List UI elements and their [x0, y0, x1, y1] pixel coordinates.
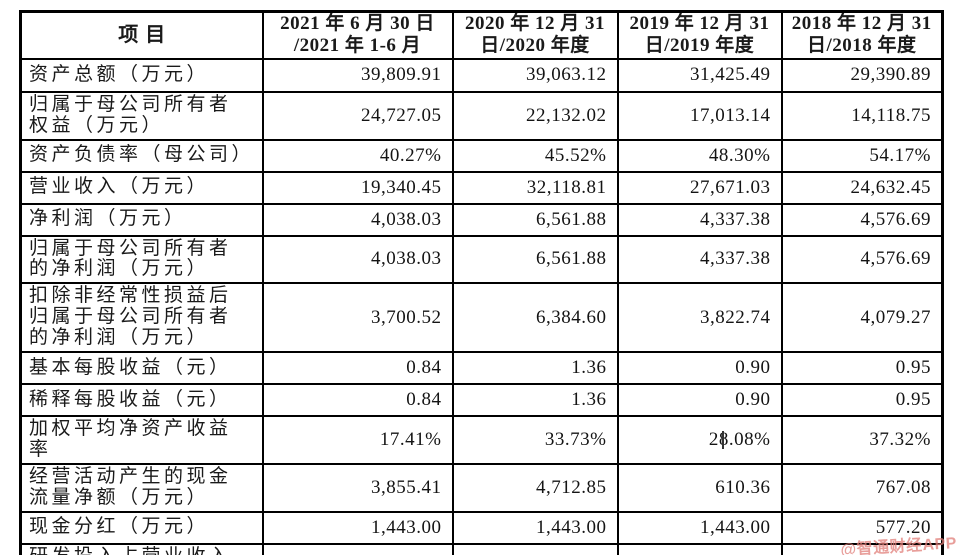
table-cell: 767.08: [780, 462, 944, 513]
table-cell: 3.22%: [616, 542, 783, 555]
table-cell: 37.32%: [780, 415, 944, 465]
table-cell: 28.08%: [616, 415, 783, 465]
table-cell: 3.18%: [451, 542, 619, 555]
table-cell: 48.30%: [616, 138, 783, 173]
table-cell: 40.27%: [261, 138, 454, 173]
table-cell: 24,727.05: [261, 90, 454, 141]
table-cell: 610.36: [616, 462, 783, 513]
table-row-total-assets: 资产总额（万元） 39,809.91 39,063.12 31,425.49 2…: [19, 57, 944, 93]
header-line: 日/2018 年度: [806, 35, 917, 57]
table-cell: 3,700.52: [261, 282, 454, 354]
table-cell: 1,443.00: [451, 510, 619, 545]
table-cell: 0.90: [616, 383, 783, 418]
column-header-2020: 2020 年 12 月 31 日/2020 年度: [451, 10, 619, 60]
cell-value: 28.08%: [708, 428, 771, 450]
table-cell: 0.95: [780, 351, 944, 386]
row-label: 加权平均净资产收益 率: [19, 415, 264, 465]
text-cursor-caret: [722, 430, 724, 449]
table-cell: 19,340.45: [261, 170, 454, 205]
table-cell: 3.02%: [261, 542, 454, 555]
table-cell: 577.20: [780, 510, 944, 545]
table-cell: 6,561.88: [451, 234, 619, 285]
table-row-parent-net-profit: 归属于母公司所有者 的净利润（万元） 4,038.03 6,561.88 4,3…: [19, 234, 944, 285]
row-label: 净利润（万元）: [19, 202, 264, 237]
table-row-operating-cash-flow: 经营活动产生的现金 流量净额（万元） 3,855.41 4,712.85 610…: [19, 462, 944, 513]
header-line: 2020 年 12 月 31: [464, 13, 605, 34]
table-row-basic-eps: 基本每股收益（元） 0.84 1.36 0.90 0.95: [19, 351, 944, 386]
column-header-2019: 2019 年 12 月 31 日/2019 年度: [616, 10, 783, 60]
table-cell: 0.84: [261, 383, 454, 418]
table-header-row: 项目 2021 年 6 月 30 日 /2021 年 1-6 月 2020 年 …: [19, 10, 944, 60]
table-row-deducted-net-profit: 扣除非经常性损益后 归属于母公司所有者 的净利润（万元） 3,700.52 6,…: [19, 282, 944, 354]
row-label: 资产总额（万元）: [19, 57, 264, 93]
table-cell: 17,013.14: [616, 90, 783, 141]
table-cell: 6,561.88: [451, 202, 619, 237]
table-row-diluted-eps: 稀释每股收益（元） 0.84 1.36 0.90 0.95: [19, 383, 944, 418]
table-cell: 4,576.69: [780, 202, 944, 237]
table-cell: 3.60%: [780, 542, 944, 555]
column-header-item: 项目: [19, 10, 264, 60]
financial-summary-table: 项目 2021 年 6 月 30 日 /2021 年 1-6 月 2020 年 …: [19, 10, 944, 555]
row-label: 营业收入（万元）: [19, 170, 264, 205]
table-cell: 1,443.00: [616, 510, 783, 545]
table-row-revenue: 营业收入（万元） 19,340.45 32,118.81 27,671.03 2…: [19, 170, 944, 205]
header-line: 日/2019 年度: [644, 35, 755, 57]
table-cell: 4,038.03: [261, 234, 454, 285]
table-cell: 3,822.74: [616, 282, 783, 354]
table-cell: 4,576.69: [780, 234, 944, 285]
row-label: 经营活动产生的现金 流量净额（万元）: [19, 462, 264, 513]
header-line: /2021 年 1-6 月: [293, 35, 422, 57]
table-row-parent-equity: 归属于母公司所有者 权益（万元） 24,727.05 22,132.02 17,…: [19, 90, 944, 141]
table-cell: 29,390.89: [780, 57, 944, 93]
table-cell: 0.95: [780, 383, 944, 418]
table-cell: 39,063.12: [451, 57, 619, 93]
table-cell: 45.52%: [451, 138, 619, 173]
table-cell: 1.36: [451, 383, 619, 418]
row-label: 基本每股收益（元）: [19, 351, 264, 386]
table-cell: 39,809.91: [261, 57, 454, 93]
row-label: 研发投入占营业收入 的比例: [19, 542, 264, 555]
table-row-debt-ratio: 资产负债率（母公司） 40.27% 45.52% 48.30% 54.17%: [19, 138, 944, 173]
column-header-2021: 2021 年 6 月 30 日 /2021 年 1-6 月: [261, 10, 454, 60]
table-cell: 0.84: [261, 351, 454, 386]
table-cell: 33.73%: [451, 415, 619, 465]
row-label: 归属于母公司所有者 权益（万元）: [19, 90, 264, 141]
table-cell: 4,079.27: [780, 282, 944, 354]
table-cell: 4,337.38: [616, 202, 783, 237]
table-cell: 24,632.45: [780, 170, 944, 205]
row-label: 扣除非经常性损益后 归属于母公司所有者 的净利润（万元）: [19, 282, 264, 354]
table-cell: 32,118.81: [451, 170, 619, 205]
table-cell: 17.41%: [261, 415, 454, 465]
table-cell: 1,443.00: [261, 510, 454, 545]
header-line: 2021 年 6 月 30 日: [280, 13, 435, 34]
row-label: 稀释每股收益（元）: [19, 383, 264, 418]
table-row-rd-ratio: 研发投入占营业收入 的比例 3.02% 3.18% 3.22% 3.60%: [19, 542, 944, 555]
row-label: 归属于母公司所有者 的净利润（万元）: [19, 234, 264, 285]
table-cell: 31,425.49: [616, 57, 783, 93]
table-cell: 6,384.60: [451, 282, 619, 354]
table-cell: 14,118.75: [780, 90, 944, 141]
table-row-weighted-roe: 加权平均净资产收益 率 17.41% 33.73% 28.08% 37.32%: [19, 415, 944, 465]
table-cell: 22,132.02: [451, 90, 619, 141]
table-cell: 54.17%: [780, 138, 944, 173]
table-cell: 4,712.85: [451, 462, 619, 513]
table-row-cash-dividend: 现金分红（万元） 1,443.00 1,443.00 1,443.00 577.…: [19, 510, 944, 545]
table-cell: 27,671.03: [616, 170, 783, 205]
header-line: 日/2020 年度: [480, 35, 590, 57]
header-line: 2019 年 12 月 31: [629, 13, 770, 34]
table-cell: 0.90: [616, 351, 783, 386]
row-label: 资产负债率（母公司）: [19, 138, 264, 173]
table-cell: 1.36: [451, 351, 619, 386]
column-header-2018: 2018 年 12 月 31 日/2018 年度: [780, 10, 944, 60]
table-row-net-profit: 净利润（万元） 4,038.03 6,561.88 4,337.38 4,576…: [19, 202, 944, 237]
header-line: 2018 年 12 月 31: [791, 13, 932, 34]
table-cell: 4,038.03: [261, 202, 454, 237]
table-cell: 4,337.38: [616, 234, 783, 285]
row-label: 现金分红（万元）: [19, 510, 264, 545]
table-cell: 3,855.41: [261, 462, 454, 513]
